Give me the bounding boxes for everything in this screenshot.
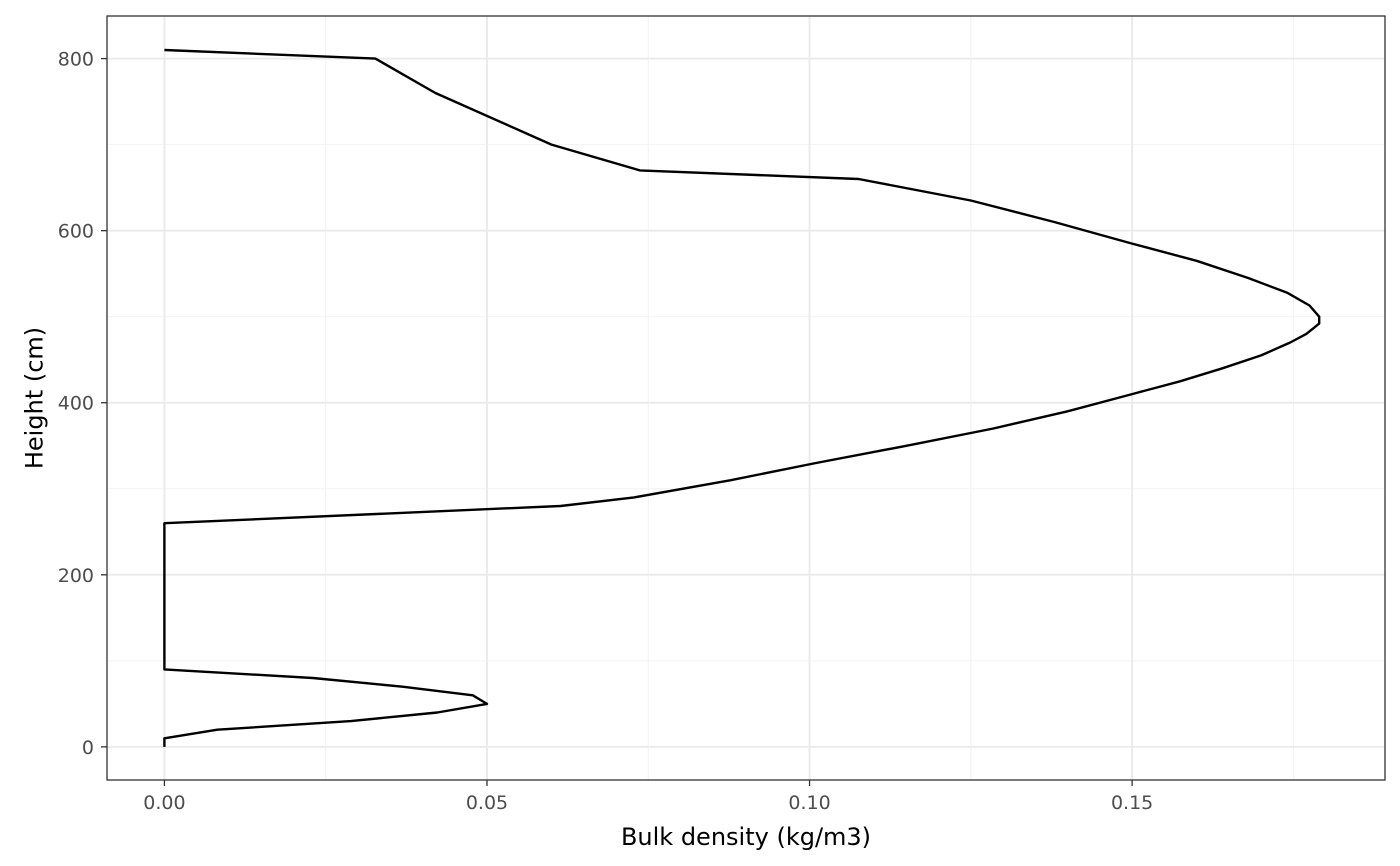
y-tick-label: 400 (58, 393, 94, 415)
x-tick-label: 0.00 (143, 792, 185, 814)
y-tick-label: 800 (58, 49, 94, 71)
major-gridlines (107, 16, 1385, 780)
series-layer (163, 48, 1321, 747)
y-tick-label: 200 (58, 565, 94, 587)
x-tick-label: 0.10 (788, 792, 830, 814)
series-line (163, 48, 1321, 747)
y-axis: 0 200 400 600 800 (58, 49, 107, 759)
x-axis: 0.00 0.05 0.10 0.15 (143, 780, 1153, 814)
x-tick-label: 0.05 (466, 792, 508, 814)
plot-panel-border (106, 15, 1386, 781)
y-tick-label: 0 (82, 737, 94, 759)
y-tick-label: 600 (58, 221, 94, 243)
x-tick-label: 0.15 (1111, 792, 1153, 814)
minor-gridlines (107, 16, 1385, 780)
x-axis-title: Bulk density (kg/m3) (621, 823, 871, 851)
y-axis-title: Height (cm) (20, 327, 48, 469)
